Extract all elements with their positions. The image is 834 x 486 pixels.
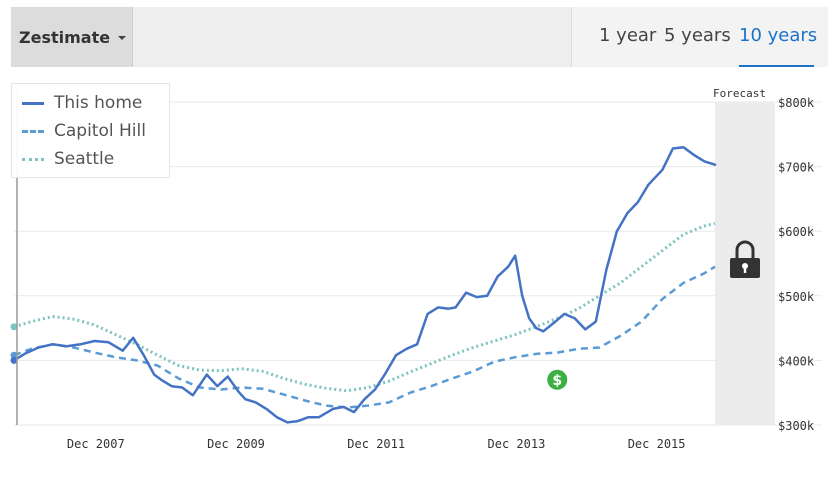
legend-swatch-dotted	[22, 157, 44, 161]
x-tick-label: Dec 2007	[67, 437, 125, 451]
axes: $300k $400k $500k $600k $700k $800k Dec 2007 De…	[67, 96, 815, 451]
y-tick-label: $800k	[778, 96, 815, 110]
forecast-label: Forecast	[713, 87, 766, 100]
y-tick-label: $500k	[778, 290, 815, 304]
lock-icon[interactable]	[730, 240, 760, 278]
y-tick-label: $400k	[778, 354, 815, 368]
chart-legend: This home Capitol Hill Seattle	[11, 83, 170, 178]
series-start-point	[10, 356, 18, 364]
dollar-marker-icon[interactable]: $	[547, 369, 568, 390]
annotation-markers: $	[547, 369, 568, 390]
legend-swatch-solid	[22, 101, 44, 105]
range-tab-5-years[interactable]: 5 years	[664, 25, 731, 46]
range-tab-10-years[interactable]: 10 years	[739, 25, 818, 46]
x-tick-label: Dec 2009	[207, 437, 265, 451]
series-start-point	[10, 323, 18, 331]
time-range-selector: 1 year 5 years 10 years	[571, 7, 828, 67]
legend-item-seattle[interactable]: Seattle	[22, 147, 114, 171]
legend-swatch-dashed	[22, 129, 44, 133]
x-tick-label: Dec 2015	[628, 437, 686, 451]
active-range-underline	[739, 65, 814, 67]
legend-label: Seattle	[54, 149, 115, 169]
legend-label: This home	[54, 93, 143, 113]
x-tick-label: Dec 2013	[488, 437, 546, 451]
series-line-this-home[interactable]	[12, 145, 717, 424]
svg-text:$: $	[552, 373, 562, 389]
legend-label: Capitol Hill	[54, 121, 146, 141]
y-tick-label: $700k	[778, 161, 815, 175]
y-tick-label: $300k	[778, 419, 815, 433]
chart-toolbar: Zestimate 1 year 5 years 10 years	[11, 7, 828, 67]
x-tick-label: Dec 2011	[347, 437, 405, 451]
y-tick-label: $600k	[778, 225, 815, 239]
legend-item-capitol-hill[interactable]: Capitol Hill	[22, 119, 146, 143]
zestimate-dropdown-label: Zestimate	[19, 27, 111, 47]
range-tab-1-year[interactable]: 1 year	[599, 25, 657, 46]
caret-down-icon	[118, 36, 127, 40]
legend-item-this-home[interactable]: This home	[22, 91, 142, 115]
series-start-point	[10, 351, 18, 359]
series-line-capitol-hill[interactable]	[13, 265, 716, 409]
series-line-seattle[interactable]	[13, 221, 716, 393]
zestimate-dropdown[interactable]: Zestimate	[11, 7, 133, 67]
